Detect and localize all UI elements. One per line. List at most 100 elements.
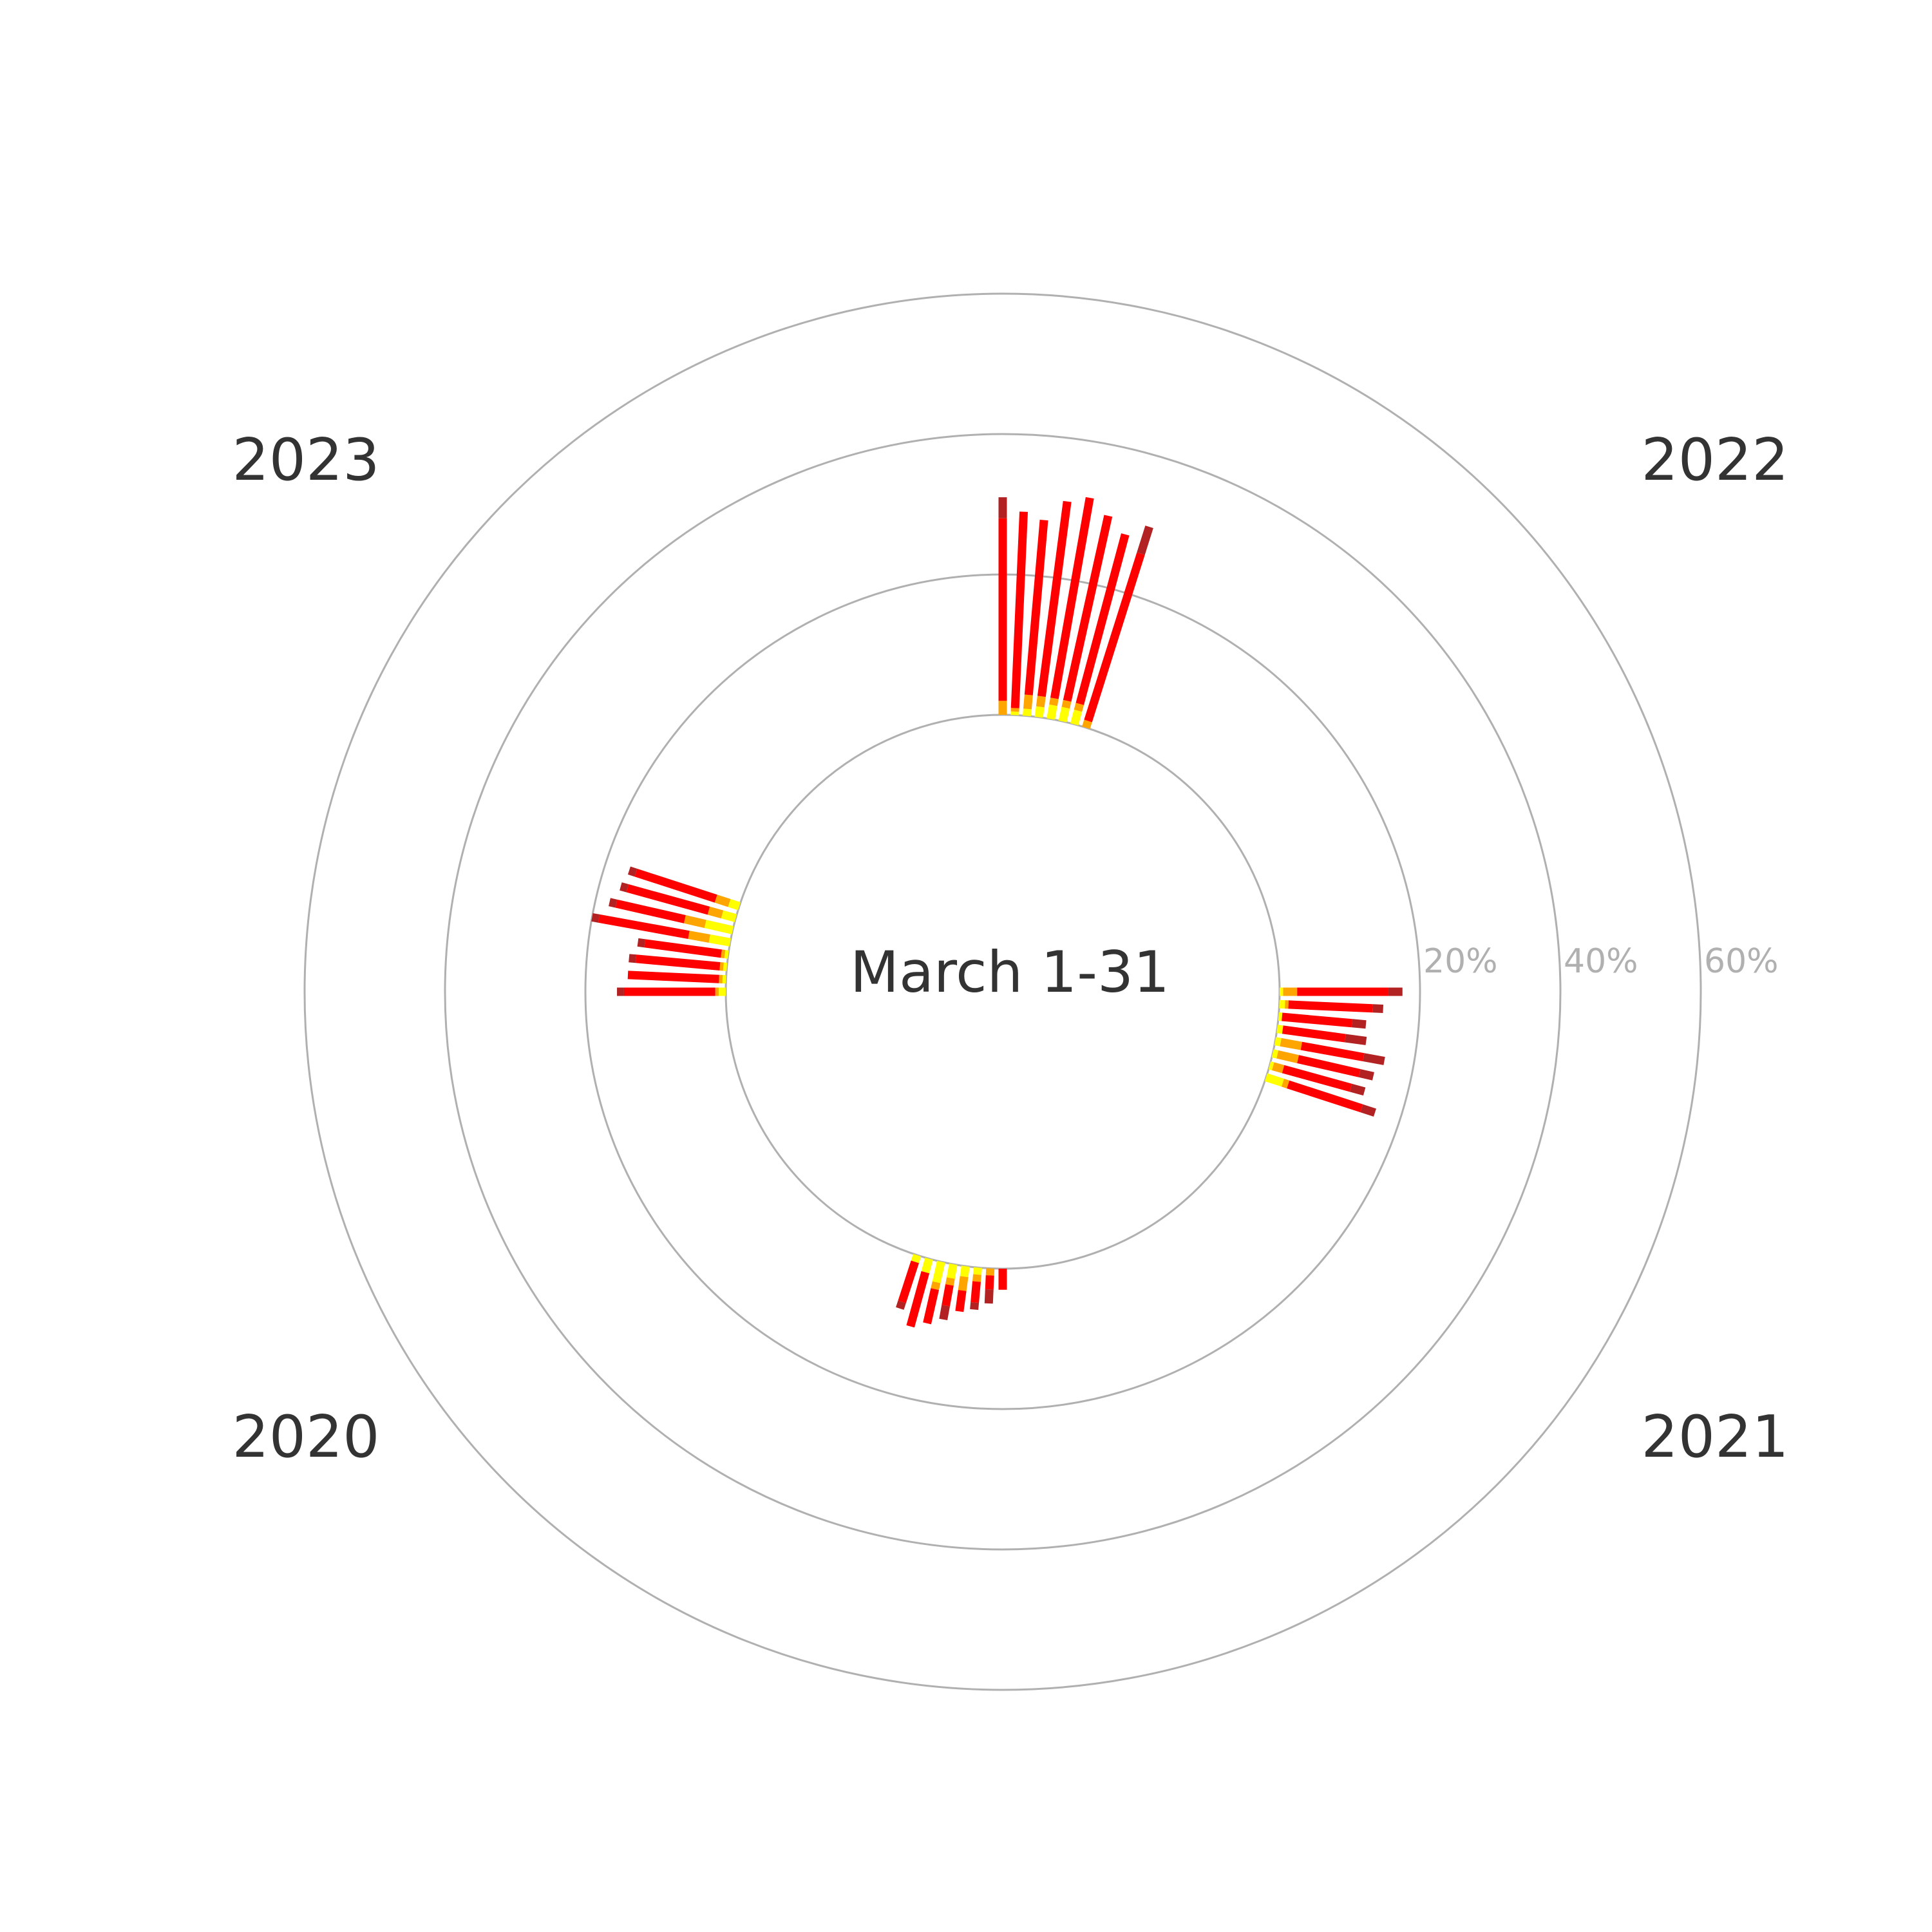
bar-segment xyxy=(946,1263,958,1279)
bar-segment xyxy=(1063,515,1113,702)
bar-segment xyxy=(1061,699,1072,709)
radial-tick-label: 60% xyxy=(1704,942,1779,981)
bar-segment xyxy=(921,1257,933,1274)
bar-segment xyxy=(627,971,719,983)
bar-segment xyxy=(1300,1041,1365,1062)
bar-segment xyxy=(1281,1079,1290,1089)
bar-segment xyxy=(1288,1000,1373,1013)
bar-segment xyxy=(1363,1053,1385,1065)
bar-segment xyxy=(683,915,706,929)
bar-segment xyxy=(932,1260,945,1283)
bar-segment xyxy=(1075,533,1130,705)
chart-title: March 1-31 xyxy=(850,939,1170,1005)
bar-segment xyxy=(923,1288,940,1325)
bar-segment xyxy=(637,938,646,948)
bar-segment xyxy=(708,934,732,947)
bar-segment xyxy=(704,920,734,934)
bar-segment xyxy=(1268,1061,1274,1071)
bar-group-2022 xyxy=(998,497,1153,729)
bar-segment xyxy=(911,1253,922,1264)
bar-segment xyxy=(1050,497,1094,699)
bar-segment xyxy=(898,1260,920,1303)
bar-segment xyxy=(1282,1025,1346,1043)
bar-segment xyxy=(629,954,637,963)
bar-segment xyxy=(1058,706,1070,723)
bar-segment xyxy=(1349,1083,1366,1096)
bar-group-2020 xyxy=(896,1253,1007,1328)
bar-segment xyxy=(724,950,729,959)
bar-segment xyxy=(627,866,638,877)
bar-segment xyxy=(1280,1037,1303,1050)
bar-segment xyxy=(1276,1050,1299,1063)
bar-segment xyxy=(1049,697,1059,706)
bar-segment xyxy=(1351,1019,1367,1029)
bar-segment xyxy=(1271,1049,1279,1059)
bar-segment xyxy=(728,898,741,911)
bar-segment xyxy=(721,910,737,922)
year-label-2023: 2023 xyxy=(232,426,379,494)
bar-segment xyxy=(644,939,722,958)
bar-segment xyxy=(615,899,686,923)
bar-segment xyxy=(1010,511,1028,708)
bar-segment xyxy=(1034,706,1045,718)
grid-ring-3 xyxy=(303,292,1702,1691)
bar-segment xyxy=(1358,1069,1374,1081)
bar-segment xyxy=(1264,1073,1284,1087)
bar-segment xyxy=(1272,1062,1285,1074)
bar-segment xyxy=(688,931,710,943)
bar-segment xyxy=(1282,1065,1352,1092)
bar-segment xyxy=(906,1271,930,1328)
bar-segment xyxy=(591,913,600,923)
bar-segment xyxy=(931,1281,941,1291)
bar-segment xyxy=(985,1275,994,1290)
bar-segment xyxy=(955,1290,967,1312)
bar-segment xyxy=(942,1284,954,1307)
bar-segment xyxy=(620,882,629,893)
year-labels: 2022 2021 2020 2023 xyxy=(232,426,1788,1471)
bar-segment xyxy=(945,1277,955,1286)
bar-segment xyxy=(1074,703,1084,712)
bar-segment xyxy=(714,895,731,907)
bar-segment xyxy=(1023,694,1033,710)
bar-segment xyxy=(973,1267,982,1275)
bar-segment xyxy=(970,1302,980,1310)
radial-tick-labels: 20% 40% 60% xyxy=(1423,942,1779,981)
bar-segment xyxy=(707,906,724,919)
bar-segment xyxy=(626,884,710,915)
bar-segment xyxy=(1036,696,1046,708)
radial-tick-label: 40% xyxy=(1564,942,1638,981)
year-label-2020: 2020 xyxy=(232,1403,379,1471)
year-label-2021: 2021 xyxy=(1641,1403,1788,1471)
bar-segment xyxy=(634,868,717,903)
bar-segment xyxy=(896,1300,906,1310)
bar-segment xyxy=(1037,500,1072,697)
bar-group-2023 xyxy=(591,866,741,996)
bar-segment xyxy=(1082,719,1092,729)
bar-segment xyxy=(958,1276,969,1291)
bar-groups xyxy=(591,497,1403,1328)
bar-segment xyxy=(1360,1104,1376,1117)
year-label-2022: 2022 xyxy=(1641,426,1788,494)
bar-segment xyxy=(939,1305,950,1321)
bar-segment xyxy=(1297,1055,1361,1077)
bar-segment xyxy=(1287,1080,1363,1113)
bar-segment xyxy=(1084,552,1145,723)
bar-segment xyxy=(1024,520,1048,696)
bar-group-2021 xyxy=(1264,987,1403,1117)
bar-segment xyxy=(1282,1012,1352,1028)
bar-segment xyxy=(1274,1037,1282,1046)
bar-segment xyxy=(972,1274,981,1282)
bar-segment xyxy=(1070,709,1083,726)
bar-segment xyxy=(960,1265,970,1278)
bar-segment xyxy=(1276,1025,1283,1034)
bar-segment xyxy=(1137,526,1153,555)
bar-segment xyxy=(636,954,721,971)
radial-tick-label: 20% xyxy=(1423,942,1498,981)
bar-segment xyxy=(971,1281,981,1303)
grid-ring-2 xyxy=(444,433,1562,1551)
bar-segment xyxy=(609,898,618,908)
bar-segment xyxy=(598,914,690,939)
bar-segment xyxy=(1345,1034,1367,1045)
bar-segment xyxy=(1046,704,1057,720)
